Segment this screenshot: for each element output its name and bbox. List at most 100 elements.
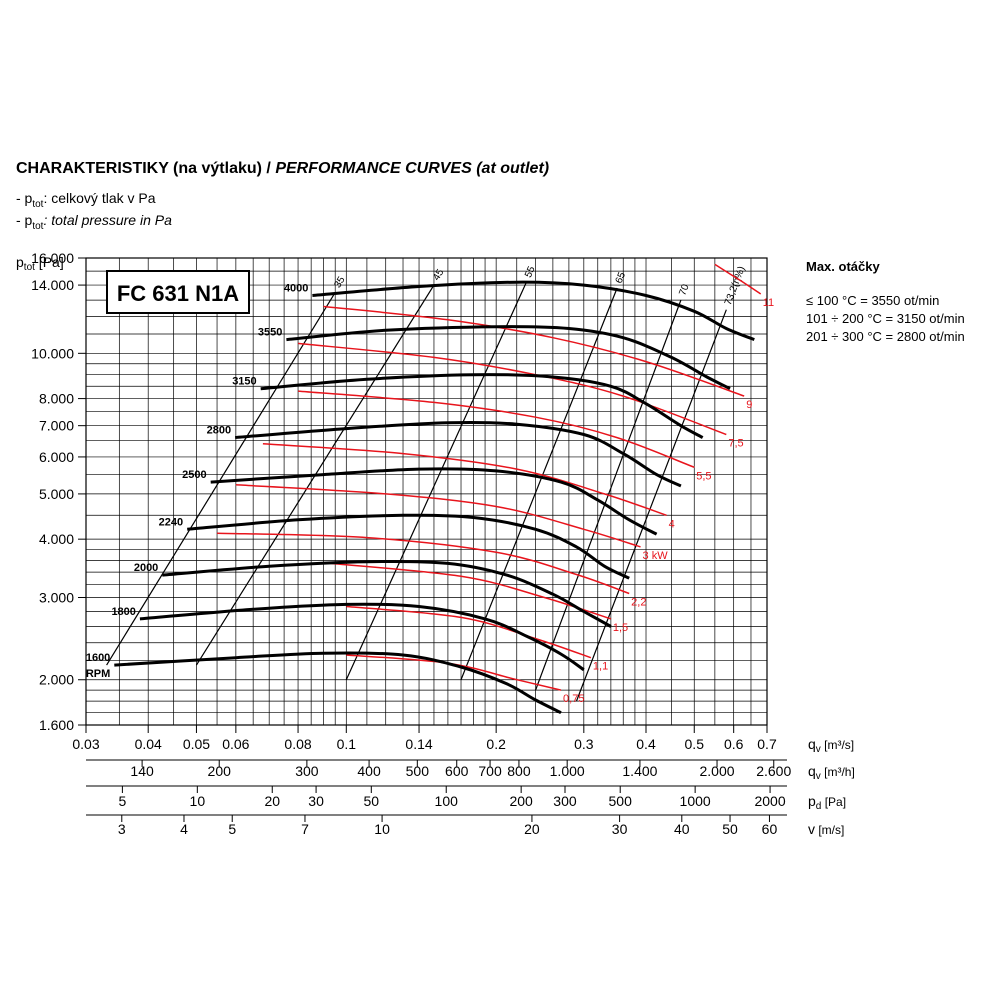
speed-curve-2: [260, 373, 704, 439]
power-label-1: 1,1: [593, 661, 608, 673]
speed-curve-8: [114, 651, 562, 715]
secondary-axis-0-tick-label-1: 200: [208, 763, 232, 779]
x-tick-label-11: 0.6: [724, 736, 744, 752]
secondary-axis-label-1-sub: d: [816, 801, 822, 812]
secondary-axis-1-tick-label-1: 10: [190, 793, 206, 809]
x-axis-label: qv [m³/s]: [808, 736, 854, 755]
power-label-2: 1,5: [613, 622, 628, 634]
secondary-axis-0-tick-label-9: 1.400: [622, 763, 657, 779]
secondary-axis-label-1: pd [Pa]: [808, 793, 846, 812]
power-label-5: 4: [669, 518, 675, 530]
y-axis-label: ptot [Pa]: [16, 254, 64, 273]
power-curve-9: [714, 263, 762, 295]
efficiency-line-0: [106, 292, 336, 666]
legend-en-sub: tot: [32, 220, 44, 232]
model-label-box: [106, 270, 250, 314]
y-tick-label-2: 3.000: [39, 590, 74, 606]
secondary-axis-2-tick-label-9: 60: [762, 821, 778, 837]
power-curve-0: [346, 654, 562, 691]
speed-label-5: 2240: [159, 516, 183, 528]
x-tick-label-7: 0.2: [486, 736, 506, 752]
y-axis-label-unit: [Pa]: [35, 254, 64, 270]
legend-cz-prefix: - p: [16, 190, 33, 206]
y-tick-label-8: 10.000: [31, 345, 74, 361]
speed-label-2: 3150: [232, 376, 256, 388]
speed-label-3: 2800: [207, 425, 231, 437]
power-label-7: 7,5: [728, 438, 743, 450]
secondary-axis-2-tick-label-7: 40: [674, 821, 690, 837]
secondary-axis-label-2: v [m/s]: [808, 821, 844, 837]
legend-cz-text: : celkový tlak v Pa: [43, 190, 156, 206]
secondary-axis-1-tick-label-10: 2000: [754, 793, 785, 809]
plot-frame: [85, 257, 768, 726]
secondary-axis-label-2-unit: [m/s]: [815, 823, 844, 837]
efficiency-line-3: [460, 287, 618, 680]
secondary-axis-2-tick-label-6: 30: [612, 821, 628, 837]
power-label-8: 9: [746, 399, 752, 411]
secondary-axis-label-1-unit: [Pa]: [821, 795, 846, 809]
secondary-axis-0-tick-label-11: 2.600: [756, 763, 791, 779]
speed-label-1: 3550: [258, 327, 282, 339]
secondary-axis-1-tick-label-3: 30: [308, 793, 324, 809]
speed-curve-3: [234, 420, 682, 488]
secondary-axis-label-0-unit: [m³/h]: [821, 765, 855, 779]
secondary-axis-1-tick-label-6: 200: [509, 793, 533, 809]
power-curve-1: [346, 605, 592, 659]
efficiency-label-3: 65: [614, 270, 628, 285]
secondary-axis-1-tick-label-8: 500: [609, 793, 633, 809]
speed-label-7: 1800: [111, 606, 135, 618]
heading-en: PERFORMANCE CURVES (at outlet): [275, 160, 550, 177]
secondary-axis-0-tick-label-10: 2.000: [700, 763, 735, 779]
efficiency-label-2: 55: [523, 264, 538, 279]
power-curve-5: [262, 443, 667, 517]
x-tick-label-2: 0.05: [183, 736, 210, 752]
efficiency-label-1: 45: [431, 267, 446, 283]
secondary-axis-label-2-base: v: [808, 821, 815, 837]
x-tick-label-6: 0.14: [405, 736, 432, 752]
y-tick-label-5: 6.000: [39, 449, 74, 465]
y-axis-label-base: p: [16, 254, 24, 270]
secondary-axis-0-tick-label-4: 500: [406, 763, 430, 779]
speed-curve-4: [210, 467, 658, 536]
speed-curve-0: [312, 280, 755, 342]
speed-label-6: 2000: [134, 562, 158, 574]
secondary-axis-2-tick-label-4: 10: [374, 821, 390, 837]
secondary-axis-1-tick-label-2: 20: [264, 793, 280, 809]
secondary-axis-1-tick-label-9: 1000: [680, 793, 711, 809]
x-tick-label-12: 0.7: [757, 736, 777, 752]
y-tick-label-3: 4.000: [39, 531, 74, 547]
x-tick-label-8: 0.3: [574, 736, 594, 752]
speed-curve-7: [139, 602, 585, 672]
x-tick-label-0: 0.03: [72, 736, 99, 752]
secondary-axis-1-tick-label-4: 50: [364, 793, 380, 809]
secondary-axis-label-0-sub: v: [816, 771, 821, 782]
speed-curve-1: [286, 325, 731, 391]
secondary-axis-0-tick-label-5: 600: [445, 763, 469, 779]
x-axis-label-sub: v: [816, 744, 821, 755]
legend-en-prefix: - p: [16, 212, 33, 228]
x-tick-label-5: 0.1: [337, 736, 357, 752]
secondary-axis-0-tick-label-2: 300: [295, 763, 319, 779]
power-curve-4: [235, 484, 641, 548]
y-tick-label-4: 5.000: [39, 486, 74, 502]
x-tick-label-1: 0.04: [135, 736, 162, 752]
speed-label-4: 2500: [182, 469, 206, 481]
power-label-9: 11: [763, 297, 774, 309]
x-tick-label-9: 0.4: [636, 736, 656, 752]
secondary-axis-0-tick-label-3: 400: [357, 763, 381, 779]
secondary-axis-label-0-base: q: [808, 763, 816, 779]
power-label-4: 3 kW: [643, 550, 669, 562]
secondary-axis-2-tick-label-3: 7: [301, 821, 309, 837]
max-speed-line-3: 201 ÷ 300 °C = 2800 ot/min: [806, 329, 965, 344]
x-axis-label-base: q: [808, 736, 816, 752]
speed-curve-6: [162, 559, 612, 628]
x-tick-label-10: 0.5: [685, 736, 705, 752]
secondary-axis-2-tick-label-0: 3: [118, 821, 126, 837]
power-curve-8: [323, 305, 745, 397]
y-tick-label-9: 14.000: [31, 277, 74, 293]
legend-en: - ptot: total pressure in Pa: [16, 212, 172, 232]
x-axis-label-unit: [m³/s]: [821, 738, 854, 752]
y-tick-label-0: 1.600: [39, 717, 74, 733]
secondary-axis-2-tick-label-2: 5: [228, 821, 236, 837]
